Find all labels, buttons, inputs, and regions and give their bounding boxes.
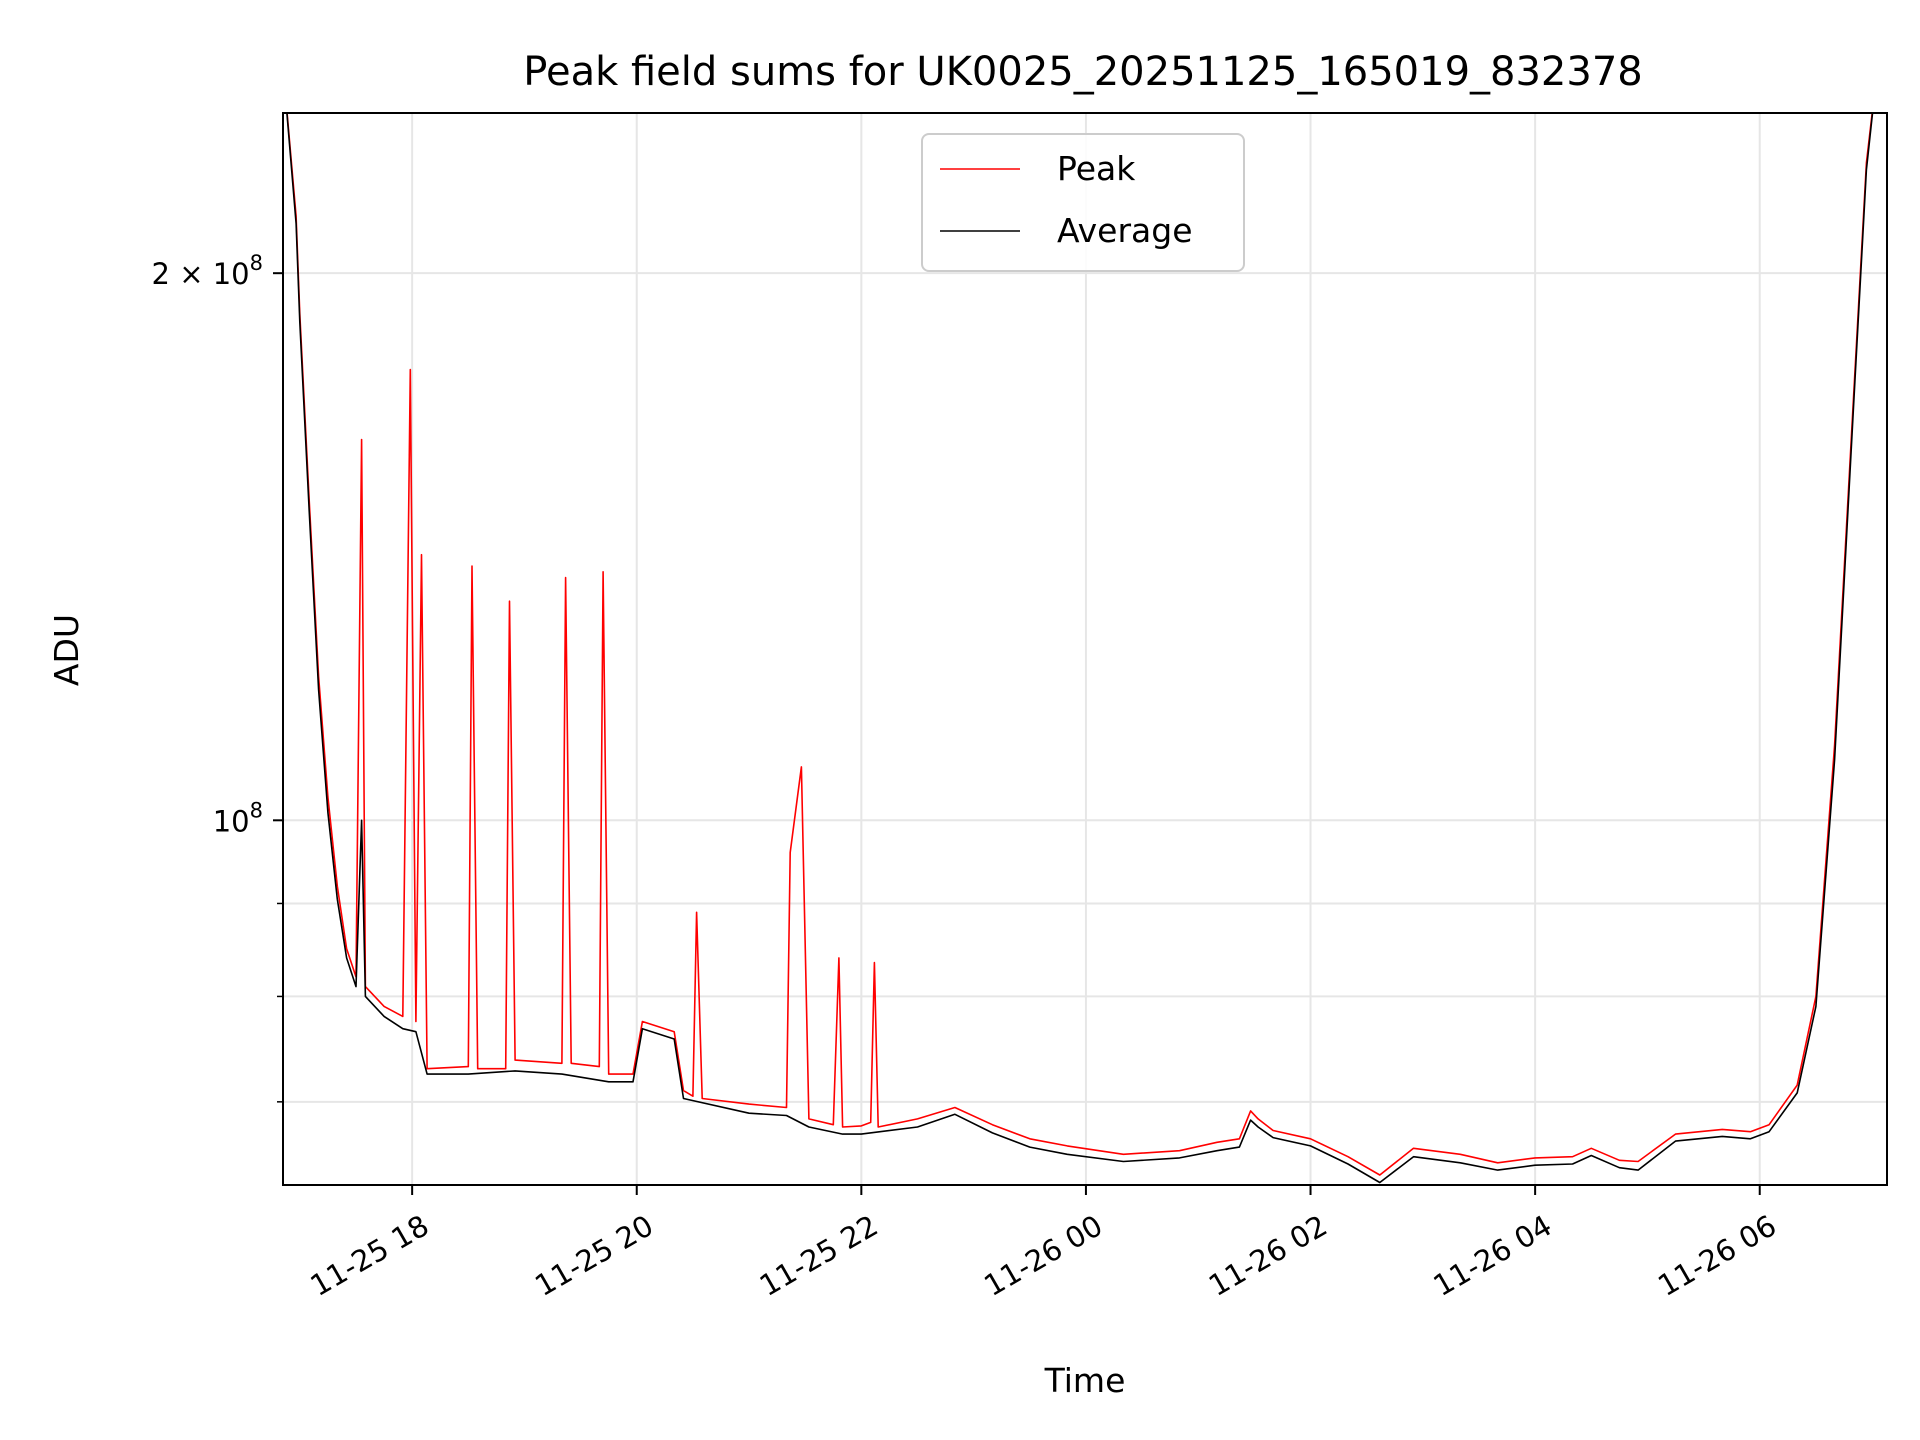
y-tick-exp: 8 [250,798,263,822]
y-tick-label: 108 [213,798,263,838]
grid [283,113,1887,1185]
legend-label-peak: Peak [1057,149,1136,188]
y-axis-title: ADU [47,614,86,686]
plot-lines [286,113,1874,1184]
y-tick-label: 2 × 108 [152,251,263,291]
legend-label-average: Average [1057,211,1193,250]
y-tick-base: 10 [213,257,250,291]
series-line-average [286,113,1874,1184]
y-tick-exp: 8 [250,251,263,275]
legend: Peak Average [921,133,1245,272]
series-line-peak [286,113,1873,1176]
x-axis-title: Time [1044,1361,1126,1400]
y-tick-base: 10 [213,804,250,838]
chart-title: Peak field sums for UK0025_20251125_1650… [523,49,1642,95]
y-tick-coef: 2 × [152,257,213,291]
